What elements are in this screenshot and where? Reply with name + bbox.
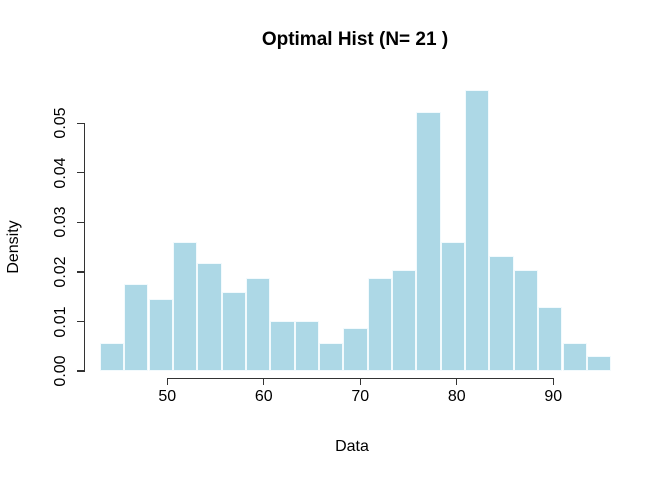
y-tick [77,122,84,124]
x-tick-label: 50 [158,388,177,405]
histogram-bar [562,342,587,371]
y-tick [77,370,84,372]
histogram-bar [245,277,271,371]
histogram-bar [416,111,441,371]
histogram-bar [489,256,514,371]
histogram-bar [99,342,125,371]
x-tick [456,378,458,385]
x-tick [359,378,361,385]
histogram-bar [367,277,393,371]
histogram-bar [124,284,149,371]
x-tick-label: 70 [351,388,370,405]
histogram-bar [197,263,222,371]
y-axis-label: Density [5,220,22,274]
histogram-bar [318,342,344,371]
x-tick [552,378,554,385]
y-axis-line [84,123,86,372]
y-tick-label: 0.02 [52,256,69,288]
histogram-bar [343,328,368,371]
histogram-bar [586,356,612,371]
y-tick-label: 0.00 [52,355,69,387]
histogram-bar [294,320,319,371]
x-tick [166,378,168,385]
y-tick-label: 0.03 [52,206,69,238]
histogram-bar [465,90,490,371]
histogram-bar [538,306,563,371]
y-tick [77,271,84,273]
histogram-bar [148,299,173,371]
histogram-bar [221,291,246,371]
histogram-bar [392,269,417,371]
y-tick [77,221,84,224]
histogram-bar [172,241,198,371]
y-tick-label: 0.01 [52,305,69,338]
x-axis-label: Data [335,438,369,455]
y-tick [77,172,84,174]
y-tick-label: 0.05 [52,107,69,139]
histogram-bar [513,269,539,371]
histogram-bar [270,320,295,371]
histogram-bar [440,241,466,371]
x-tick-label: 60 [254,388,273,405]
x-tick-label: 90 [544,388,563,405]
y-tick [77,320,84,323]
y-tick-label: 0.04 [52,157,69,189]
x-tick [263,378,265,385]
x-tick-label: 80 [447,388,466,405]
chart-title: Optimal Hist (N= 21 ) [261,29,449,50]
